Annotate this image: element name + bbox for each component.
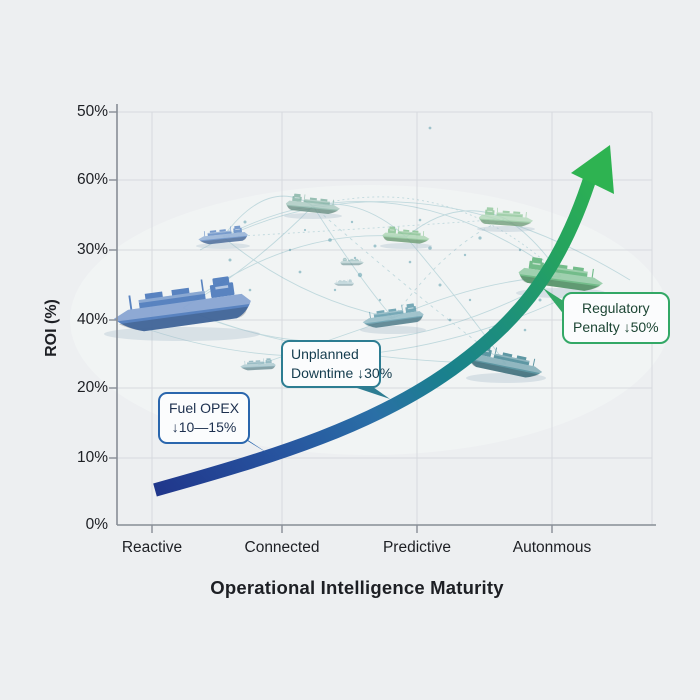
x-tick-label: Predictive <box>382 539 452 556</box>
axis-ticks <box>109 111 553 533</box>
x-axis-title: Operational Intelligence Maturity <box>210 577 504 598</box>
y-axis-title: ROI (%) <box>43 299 60 357</box>
callout-regulatory-line2: Penalty ↓50% <box>573 319 659 335</box>
callout-regulatory-line1: Regulatory <box>581 300 650 316</box>
axes <box>116 104 656 526</box>
callout-downtime-line1: Unplanned <box>291 346 359 362</box>
y-tick-label: 10% <box>76 449 108 466</box>
callout-unplanned-downtime: Unplanned Downtime ↓30% <box>281 340 393 388</box>
callout-tail-regulatory <box>543 288 565 316</box>
callout-fuel-opex: Fuel OPEX ↓10—15% <box>158 392 251 444</box>
x-tick-label: Connected <box>244 539 320 556</box>
callout-regulatory-penalty: Regulatory Penalty ↓50% <box>562 292 670 344</box>
roi-growth-curve <box>153 169 599 497</box>
y-tick-label: 30% <box>76 241 108 258</box>
y-tick-label: 20% <box>76 379 108 396</box>
callout-fuel-line2: ↓10—15% <box>171 419 237 435</box>
y-tick-label: 40% <box>76 311 108 328</box>
y-tick-label: 0% <box>85 516 108 533</box>
y-tick-label: 50% <box>76 103 108 120</box>
arrowhead <box>571 145 614 194</box>
callout-fuel-line1: Fuel OPEX <box>169 400 240 416</box>
network-nodes <box>228 126 542 332</box>
x-tick-label: Autonmous <box>512 539 592 556</box>
x-tick-label: Reactive <box>121 539 183 556</box>
callout-downtime-line2: Downtime ↓30% <box>291 365 393 381</box>
y-tick-label: 60% <box>76 171 108 188</box>
